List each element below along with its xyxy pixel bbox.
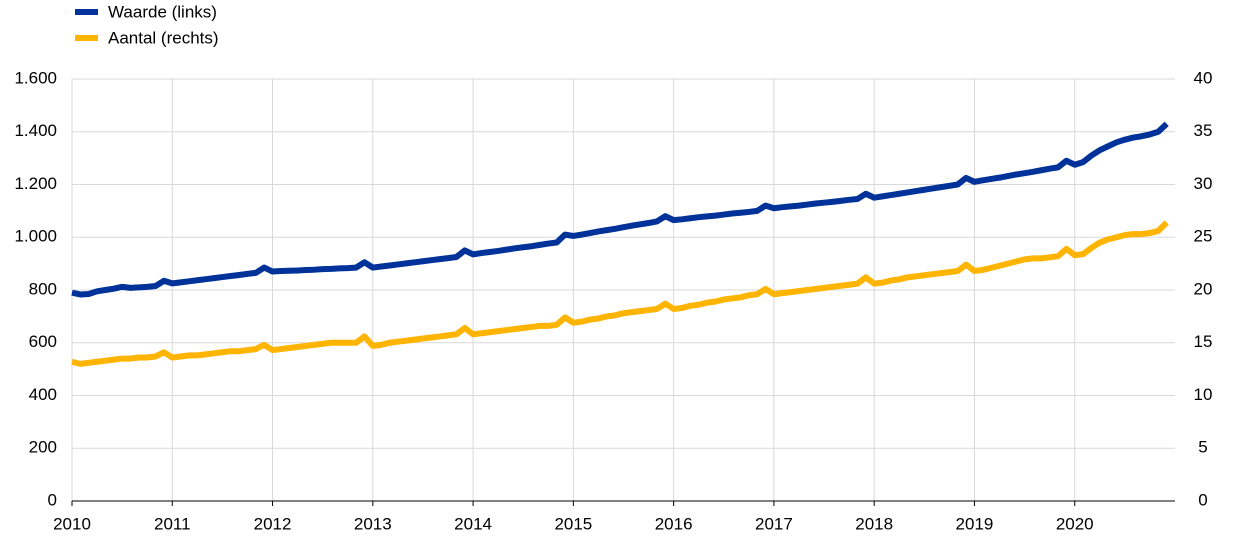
y2-tick-label: 20 <box>1194 279 1213 298</box>
x-tick-label: 2019 <box>956 514 994 533</box>
y2-tick-label: 40 <box>1194 68 1213 87</box>
x-tick-label: 2012 <box>254 514 292 533</box>
line <box>71 220 1169 367</box>
x-tick-label: 2013 <box>354 514 392 533</box>
y-tick-label: 1.200 <box>14 174 57 193</box>
x-tick-label: 2017 <box>755 514 793 533</box>
y2-tick-label: 35 <box>1194 121 1213 140</box>
y-tick-label: 1.600 <box>14 68 57 87</box>
x-tick-label: 2010 <box>53 514 91 533</box>
y2-tick-label: 5 <box>1198 438 1207 457</box>
y2-tick-label: 10 <box>1194 385 1213 404</box>
y-tick-label: 1.000 <box>14 227 57 246</box>
y-tick-label: 400 <box>29 385 57 404</box>
y-tick-label: 600 <box>29 332 57 351</box>
y2-tick-label: 25 <box>1194 227 1213 246</box>
x-tick-label: 2018 <box>855 514 893 533</box>
x-tick-label: 2014 <box>454 514 492 533</box>
y-tick-label: 800 <box>29 279 57 298</box>
y2-tick-label: 15 <box>1194 332 1213 351</box>
legend-label: Waarde (links) <box>108 2 217 21</box>
x-tick-label: 2015 <box>554 514 592 533</box>
y-tick-label: 1.400 <box>14 121 57 140</box>
y-tick-label: 200 <box>29 438 57 457</box>
line <box>71 121 1169 298</box>
y2-tick-label: 0 <box>1198 490 1207 509</box>
x-tick-label: 2011 <box>154 514 191 533</box>
y2-tick-label: 30 <box>1194 174 1213 193</box>
y-tick-label: 0 <box>48 490 57 509</box>
x-tick-label: 2020 <box>1056 514 1094 533</box>
x-tick-label: 2016 <box>655 514 693 533</box>
legend-label: Aantal (rechts) <box>108 28 219 47</box>
